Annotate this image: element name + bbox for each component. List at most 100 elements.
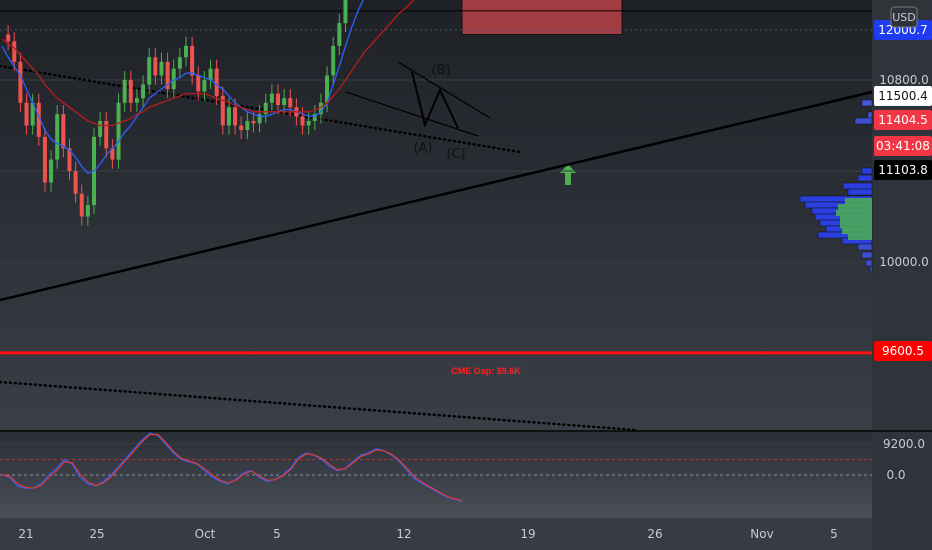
price-badge[interactable] <box>874 110 932 130</box>
x-tick-label: Oct <box>195 527 216 541</box>
candle-body <box>165 61 170 90</box>
x-tick-label: 5 <box>273 527 281 541</box>
candle-body <box>257 114 262 124</box>
volume-profile-bar <box>842 182 873 190</box>
price-badge-label: 03:41:08 <box>876 139 930 153</box>
moving-average-line-1 <box>1 0 364 175</box>
oscillator-pane-background <box>0 432 872 518</box>
candle-body <box>196 75 201 92</box>
price-badge-label: 11500.4 <box>878 89 928 103</box>
volume-profile-bar <box>836 210 872 216</box>
up-arrow-icon <box>560 164 576 185</box>
candle-body <box>214 68 219 96</box>
price-badge[interactable] <box>874 160 932 180</box>
moving-average-line-2 <box>1 0 415 127</box>
candle-body <box>251 120 256 124</box>
triangle-lower-line[interactable] <box>345 91 479 137</box>
support-trendline[interactable] <box>0 90 873 302</box>
candle-body <box>79 193 84 217</box>
volume-profile-bar <box>865 259 873 267</box>
candle-body <box>147 57 152 85</box>
candle-body <box>282 98 287 106</box>
candle-body <box>134 98 139 103</box>
x-tick-label: 25 <box>89 527 104 541</box>
y-tick-label: 10000.0 <box>879 255 929 269</box>
y-tick-label: 9200.0 <box>883 437 925 451</box>
candle-body <box>263 102 268 115</box>
candle-body <box>85 205 90 217</box>
lower-trendline[interactable] <box>0 380 637 432</box>
price-badge[interactable] <box>874 86 932 106</box>
candle-body <box>6 34 11 42</box>
triangle-upper-line[interactable] <box>397 61 491 119</box>
volume-profile-bar <box>861 251 873 259</box>
candle-body <box>128 80 133 103</box>
candle-body <box>318 102 323 115</box>
x-tick-label: 26 <box>647 527 662 541</box>
osc-tick-label: 0.0 <box>886 468 905 482</box>
candle-body <box>67 148 72 171</box>
x-tick-label: 5 <box>830 527 838 541</box>
price-badge[interactable] <box>874 136 932 156</box>
price-badge-label: 11404.5 <box>878 113 928 127</box>
candle-body <box>239 125 244 131</box>
volume-profile-bar <box>848 234 872 240</box>
candle-body <box>36 102 41 137</box>
volume-profile-bar <box>854 117 873 125</box>
candle-body <box>171 68 176 90</box>
candle-body <box>325 75 330 103</box>
volume-profile-bar <box>840 222 872 228</box>
candle-body <box>226 107 231 126</box>
candle-body <box>98 120 103 137</box>
zone-support[interactable] <box>461 0 623 36</box>
candle-body <box>159 61 164 76</box>
volume-profile-bar <box>847 188 873 196</box>
candle-body <box>116 102 121 160</box>
x-tick-label: Nov <box>750 527 773 541</box>
candle-body <box>202 80 207 92</box>
volume-profile-bar <box>861 167 873 175</box>
candle-body <box>190 45 195 76</box>
resistance-trendline[interactable] <box>0 64 522 154</box>
candle-body <box>42 136 47 183</box>
oscillator-line-2 <box>1 433 463 502</box>
candle-body <box>269 93 274 103</box>
time-axis-background <box>0 518 872 550</box>
volume-profile-bar <box>838 204 872 210</box>
candle-body <box>18 61 23 103</box>
candle-body <box>276 93 280 106</box>
wave-label: (A) <box>413 141 432 156</box>
volume-profile-bar <box>842 228 872 234</box>
x-tick-label: 19 <box>520 527 535 541</box>
candle-body <box>208 68 213 80</box>
candle-body <box>184 45 188 58</box>
volume-profile-bar <box>869 265 873 273</box>
candle-body <box>141 84 146 99</box>
x-tick-label: 21 <box>18 527 33 541</box>
price-badge[interactable] <box>874 20 932 40</box>
volume-profile-bar <box>861 99 873 107</box>
candle-body <box>245 120 250 131</box>
wave-abc-path[interactable] <box>411 71 459 129</box>
candle-body <box>110 148 115 160</box>
candle-body <box>306 120 311 126</box>
candle-body <box>288 98 293 108</box>
candle-body <box>153 57 158 76</box>
candle-body <box>12 41 17 62</box>
y-tick-label: 10800.0 <box>879 73 929 87</box>
candle-body <box>55 114 60 160</box>
candle-body <box>337 23 342 46</box>
volume-profile-bar <box>845 198 872 204</box>
candle-body <box>233 107 238 126</box>
candle-body <box>104 120 109 149</box>
price-badge-label: 9600.5 <box>882 344 924 358</box>
main-pane-background <box>0 0 872 430</box>
candle-body <box>24 102 29 126</box>
cme-gap-label: CME Gap: $9.6K <box>451 366 521 376</box>
currency-label: USD <box>892 11 916 24</box>
candle-body <box>300 116 305 126</box>
candle-body <box>49 159 54 183</box>
currency-button[interactable]: USD <box>890 6 918 28</box>
price-badge[interactable] <box>874 341 932 361</box>
